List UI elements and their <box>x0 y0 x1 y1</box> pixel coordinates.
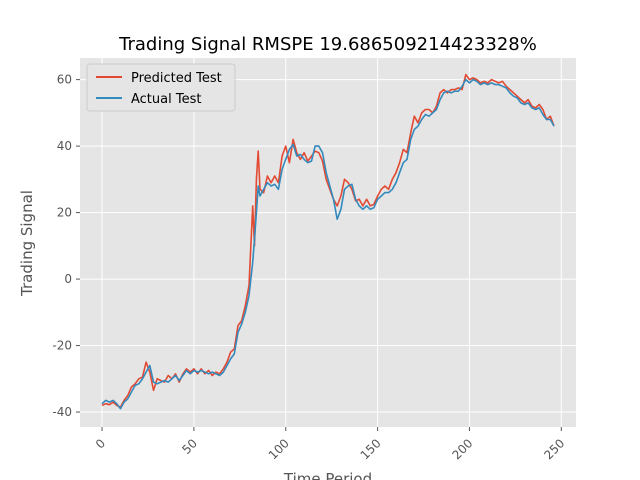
y-tick-label: -40 <box>52 405 72 419</box>
legend-label: Predicted Test <box>131 71 222 86</box>
x-tick-label: 100 <box>266 436 292 462</box>
y-axis-label: Trading Signal <box>18 190 36 297</box>
x-axis-label: Time Period <box>283 470 372 480</box>
legend-box <box>86 63 236 112</box>
x-tick-label: 150 <box>358 436 384 462</box>
legend-label: Actual Test <box>131 92 201 107</box>
y-axis: -40 -20 0 20 40 60 <box>52 73 80 419</box>
series-layer <box>101 73 555 410</box>
series-line-actual-test <box>101 78 555 410</box>
plot-area <box>80 58 576 427</box>
y-tick-label: 20 <box>57 206 72 220</box>
x-tick-label: 0 <box>93 436 108 451</box>
x-tick-label: 200 <box>449 436 475 462</box>
chart-title: Trading Signal RMSPE 19.686509214423328% <box>118 34 537 55</box>
legend: Predicted Test Actual Test <box>86 63 236 112</box>
x-tick-label: 50 <box>179 436 200 457</box>
y-tick-label: 60 <box>57 73 72 87</box>
y-tick-label: 40 <box>57 139 72 153</box>
x-tick-label: 250 <box>541 436 567 462</box>
y-tick-label: -20 <box>52 339 72 353</box>
y-tick-label: 0 <box>64 272 72 286</box>
x-axis: 0 50 100 150 200 250 <box>93 427 567 462</box>
